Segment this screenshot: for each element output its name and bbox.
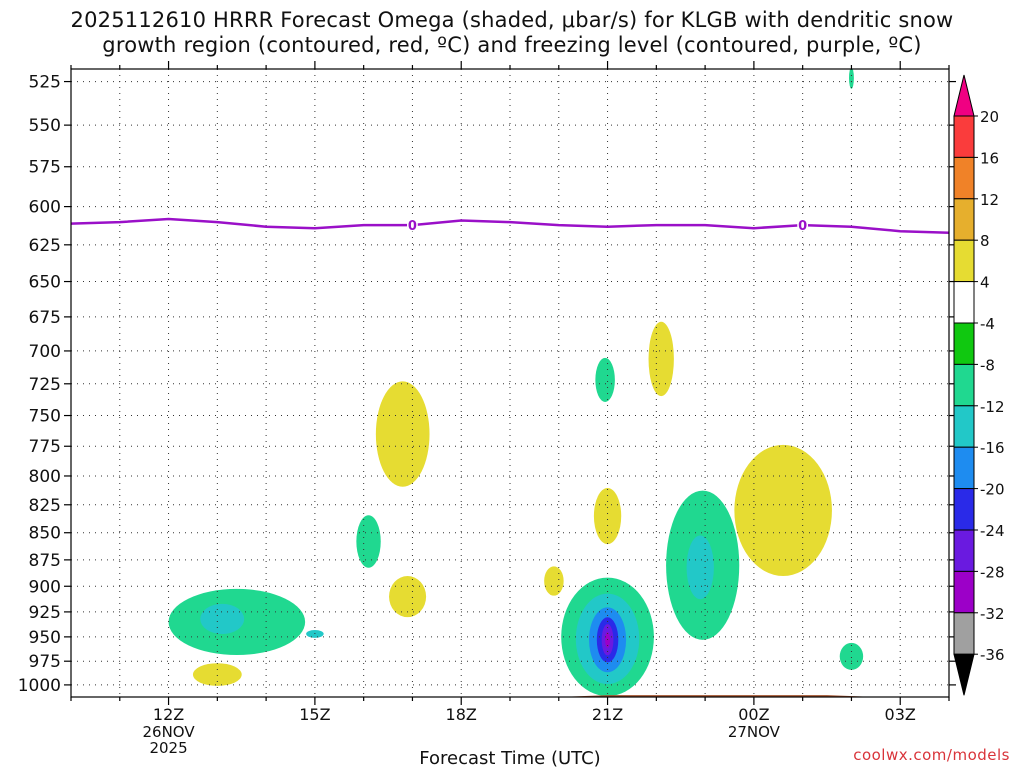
x-tick-label: 18Z — [446, 705, 477, 724]
colorbar-bin — [953, 363, 975, 407]
colorbar-label: -16 — [980, 439, 1005, 457]
y-tick-label: 750 — [29, 407, 61, 427]
colorbar-bin — [953, 405, 975, 448]
y-tick-label: 950 — [29, 628, 61, 648]
y-tick-label: 725 — [29, 375, 61, 395]
omega-region — [686, 535, 714, 600]
colorbar-label: -36 — [980, 646, 1005, 664]
chart-title-line-1: 2025112610 HRRR Forecast Omega (shaded, … — [70, 8, 954, 32]
omega-region — [200, 603, 245, 635]
y-tick-label: 650 — [29, 273, 61, 293]
colorbar-label: 8 — [980, 232, 990, 250]
omega-region — [849, 69, 854, 89]
y-tick-label: 875 — [29, 551, 61, 571]
colorbar-top-triangle — [953, 74, 975, 117]
x-tick-label: 15Z — [299, 705, 330, 724]
colorbar-bin — [953, 446, 975, 490]
omega-region — [389, 576, 427, 618]
y-tick-label: 925 — [29, 603, 61, 623]
y-tick-label: 525 — [29, 73, 61, 93]
colorbar-bottom-triangle — [953, 653, 975, 696]
y-tick-label: 575 — [29, 158, 61, 178]
omega-region — [648, 321, 674, 397]
y-tick-label: 825 — [29, 496, 61, 516]
chart-title-line-2: growth region (contoured, red, ºC) and f… — [102, 33, 922, 57]
x-tick-date-label: 2025 — [149, 739, 187, 757]
omega-region — [595, 357, 615, 402]
colorbar-bin — [953, 156, 975, 200]
colorbar-bin — [953, 570, 975, 614]
x-axis-label: Forecast Time (UTC) — [419, 748, 600, 768]
colorbar-label: -12 — [980, 398, 1005, 416]
colorbar-label: -4 — [980, 315, 995, 333]
colorbar-bin — [953, 529, 975, 572]
x-tick-label: 12Z — [153, 705, 184, 724]
colorbar-label: 16 — [980, 149, 999, 167]
colorbar-label: 4 — [980, 274, 990, 292]
colorbar-label: -24 — [980, 522, 1005, 540]
x-tick-label: 03Z — [885, 705, 916, 724]
y-tick-label: 850 — [29, 524, 61, 544]
y-tick-label: 975 — [29, 652, 61, 672]
colorbar-bin — [953, 488, 975, 531]
colorbar-label: -32 — [980, 605, 1005, 623]
omega-region — [356, 515, 381, 568]
y-tick-label: 625 — [29, 236, 61, 256]
colorbar-bin — [953, 281, 975, 324]
freezing-level-label: 0 — [798, 219, 807, 234]
y-tick-label: 775 — [29, 437, 61, 457]
y-tick-label: 800 — [29, 467, 61, 487]
colorbar-bin — [953, 198, 975, 241]
omega-region — [375, 381, 430, 487]
colorbar-label: -8 — [980, 356, 995, 374]
omega-region — [734, 444, 832, 576]
omega-region — [593, 488, 622, 545]
colorbar-label: 20 — [980, 108, 999, 126]
colorbar-bin — [953, 239, 975, 283]
colorbar-label: -28 — [980, 563, 1005, 581]
colorbar-bin — [953, 612, 975, 655]
x-tick-date-label: 26NOV — [142, 723, 195, 741]
omega-region — [192, 663, 242, 686]
x-tick-label: 21Z — [592, 705, 623, 724]
chart-title: 2025112610 HRRR Forecast Omega (shaded, … — [0, 8, 1024, 58]
x-tick-date-label: 27NOV — [728, 723, 781, 741]
y-tick-label: 1000 — [18, 676, 61, 696]
colorbar-label: 12 — [980, 191, 999, 209]
y-tick-label: 600 — [29, 198, 61, 218]
credit-text: coolwx.com/models — [853, 746, 1010, 764]
y-tick-label: 900 — [29, 577, 61, 597]
omega-region — [839, 642, 864, 670]
freezing-level-label: 0 — [408, 219, 417, 234]
x-tick-label: 00Z — [738, 705, 769, 724]
colorbar-label: -20 — [980, 481, 1005, 499]
y-tick-label: 675 — [29, 308, 61, 328]
y-tick-label: 550 — [29, 116, 61, 136]
y-tick-label: 700 — [29, 342, 61, 362]
colorbar-bin — [953, 115, 975, 158]
freezing-level-line — [71, 217, 949, 235]
colorbar-bin — [953, 322, 975, 365]
omega-region — [544, 566, 564, 596]
